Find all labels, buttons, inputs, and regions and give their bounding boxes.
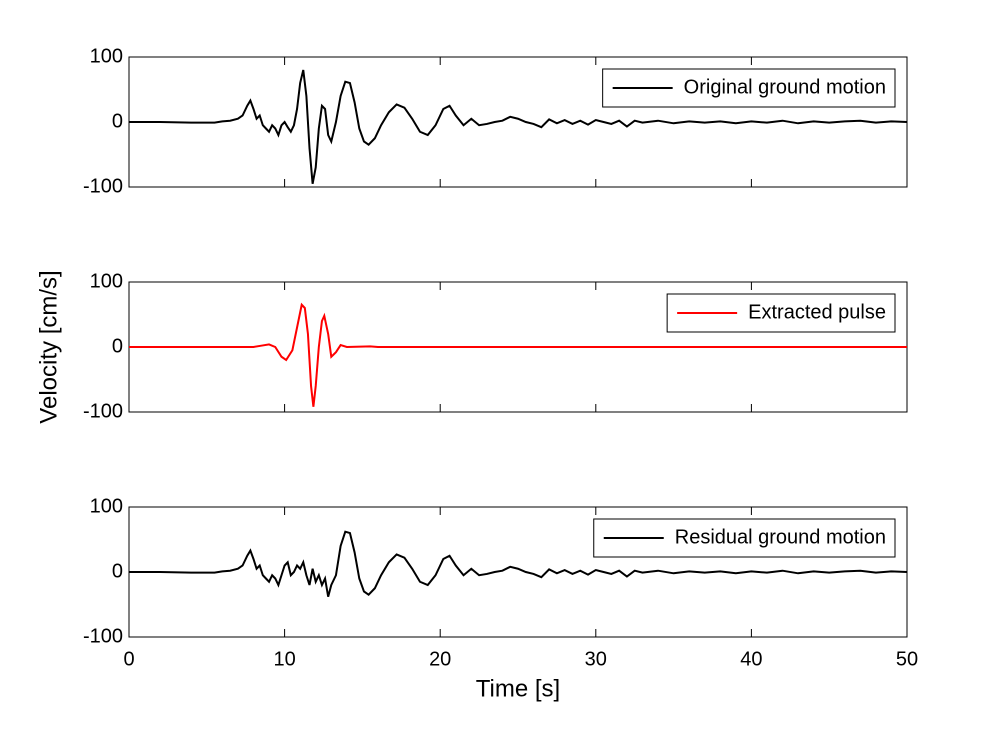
y-tick-label: 100 [90, 495, 123, 517]
x-tick-label: 30 [585, 648, 607, 670]
y-tick-label: 0 [112, 560, 123, 582]
legend-label: Extracted pulse [748, 301, 886, 323]
x-tick-label: 50 [896, 648, 918, 670]
y-tick-label: 0 [112, 110, 123, 132]
series-line [129, 302, 907, 407]
y-tick-label: -100 [83, 175, 123, 197]
series-line [129, 530, 908, 597]
x-tick-label: 20 [429, 648, 451, 670]
x-axis-label: Time [s] [476, 675, 560, 702]
y-axis-label: Velocity [cm/s] [35, 270, 62, 423]
x-tick-label: 0 [123, 648, 134, 670]
legend-label: Original ground motion [684, 76, 886, 98]
y-tick-label: -100 [83, 625, 123, 647]
y-tick-label: 100 [90, 270, 123, 292]
series-line [129, 69, 908, 184]
x-tick-label: 10 [273, 648, 295, 670]
y-tick-label: -100 [83, 400, 123, 422]
x-tick-label: 40 [740, 648, 762, 670]
legend-label: Residual ground motion [675, 526, 886, 548]
y-tick-label: 0 [112, 335, 123, 357]
y-tick-label: 100 [90, 45, 123, 67]
